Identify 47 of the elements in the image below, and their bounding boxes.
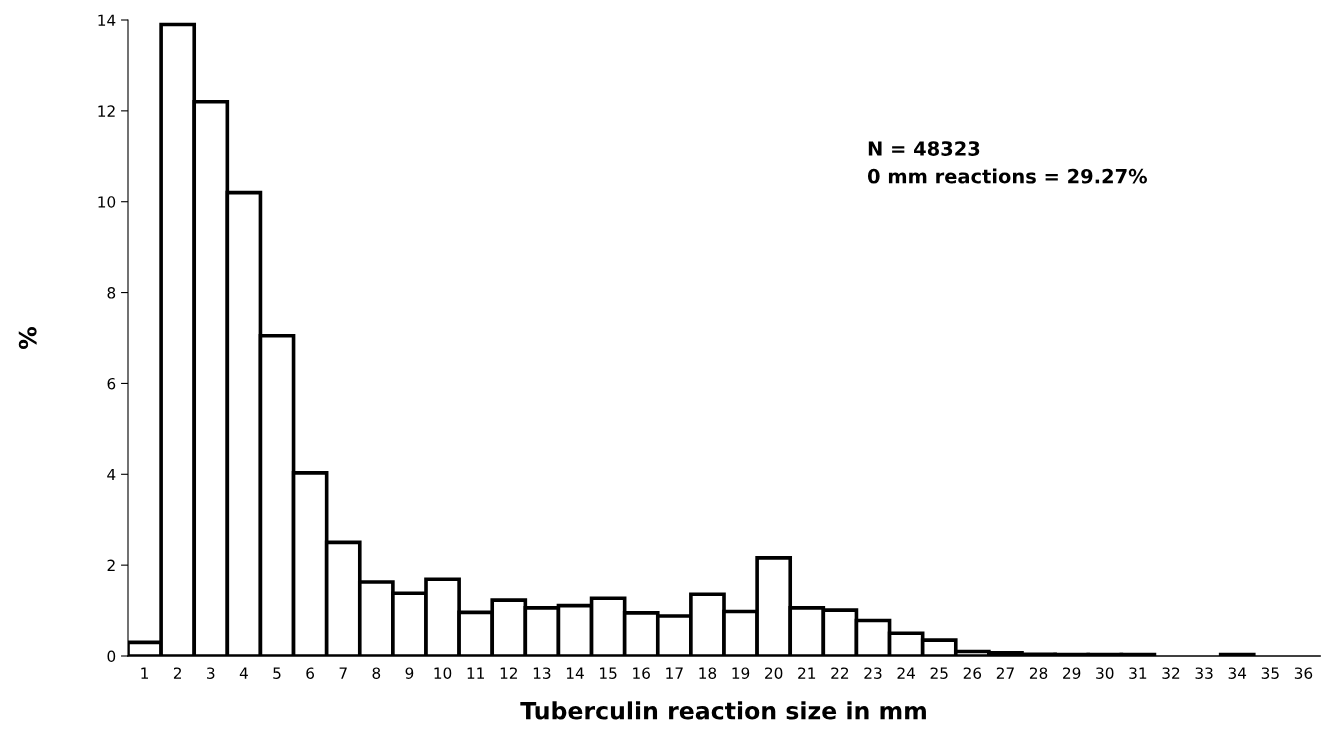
x-tick-label: 19 — [732, 667, 750, 679]
x-tick-label: 6 — [306, 667, 315, 679]
x-tick-label: 2 — [173, 667, 181, 679]
y-tick-label: 4 — [107, 468, 116, 481]
x-tick-label: 9 — [405, 667, 414, 679]
y-tick-label: 12 — [98, 105, 115, 117]
x-tick-label: 21 — [798, 667, 816, 679]
x-tick-label: 32 — [1162, 667, 1180, 679]
x-tick-label: 27 — [996, 667, 1014, 679]
x-tick-label: 13 — [533, 667, 551, 679]
x-tick-label: 18 — [699, 667, 717, 679]
x-tick-label: 23 — [864, 667, 882, 679]
x-tick-label: 31 — [1129, 667, 1147, 679]
x-tick-label: 3 — [207, 667, 215, 679]
x-tick-label: 20 — [765, 667, 783, 679]
x-tick-label: 16 — [633, 667, 650, 679]
x-tick-label: 28 — [1029, 667, 1048, 679]
x-tick-label: 33 — [1195, 667, 1213, 679]
x-tick-label: 10 — [434, 667, 452, 679]
y-tick-label: 2 — [107, 559, 115, 571]
x-tick-label: 24 — [897, 667, 915, 679]
x-tick-label: 11 — [467, 667, 484, 679]
y-tick-label: 14 — [98, 14, 116, 26]
x-tick-label: 15 — [600, 667, 617, 679]
y-tick-label: 8 — [107, 287, 116, 299]
x-tick-label: 29 — [1063, 667, 1081, 679]
x-tick-label: 30 — [1096, 667, 1114, 679]
x-tick-label: 14 — [566, 667, 584, 679]
x-tick-label: 25 — [930, 667, 948, 679]
y-tick-label: 6 — [107, 377, 116, 390]
x-tick-label: 36 — [1294, 667, 1313, 679]
x-tick-label: 35 — [1261, 667, 1279, 679]
annotation: N = 48323 0 mm reactions = 29.27% — [867, 141, 1147, 184]
x-tick-label: 1 — [141, 667, 149, 679]
x-tick-label: 12 — [500, 667, 517, 679]
x-tick-label: 5 — [273, 667, 281, 679]
x-tick-label: 17 — [666, 667, 683, 679]
y-axis-title: % — [18, 326, 37, 350]
x-tick-label: 7 — [339, 667, 347, 679]
x-tick-label: 34 — [1228, 667, 1247, 679]
x-axis-title: Tuberculin reaction size in mm — [520, 701, 926, 720]
x-tick-label: 22 — [831, 667, 849, 679]
y-tick-label: 10 — [98, 196, 116, 208]
x-tick-label: 8 — [372, 667, 381, 679]
y-tick-label: 0 — [107, 650, 116, 663]
x-tick-label: 26 — [963, 667, 982, 679]
x-tick-label: 4 — [239, 667, 248, 679]
